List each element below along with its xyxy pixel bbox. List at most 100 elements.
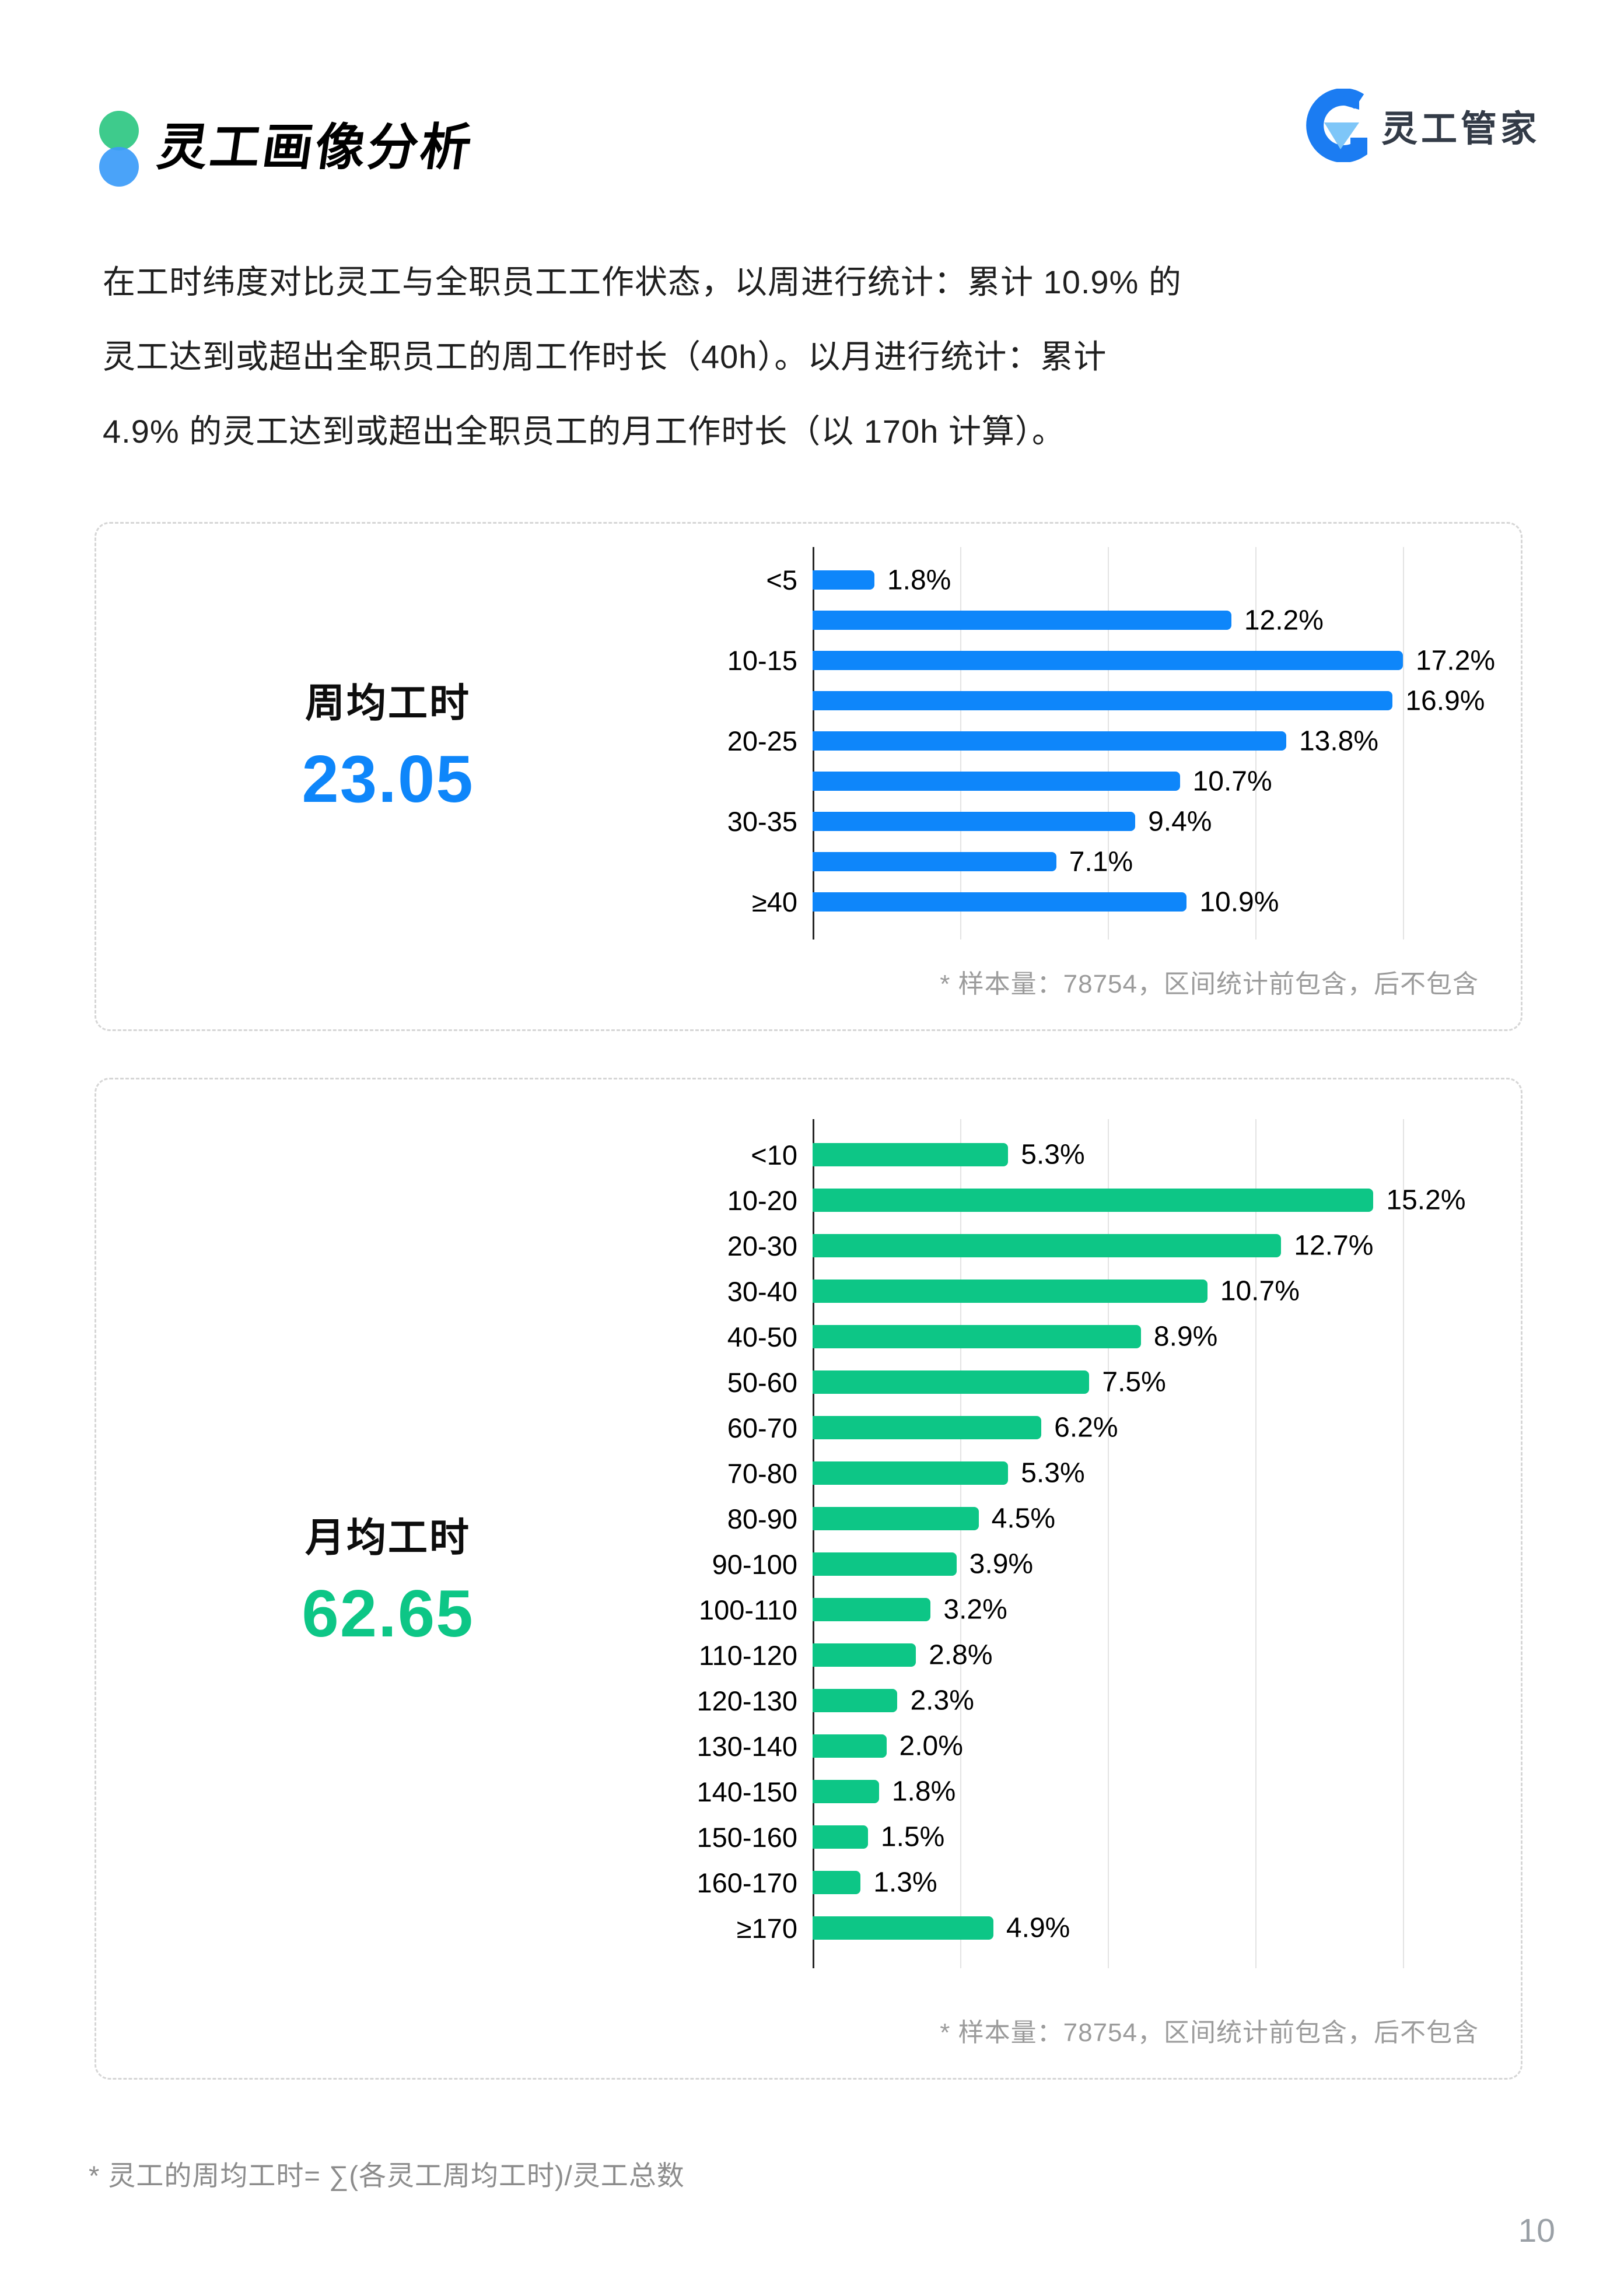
value-label: 17.2%	[1416, 645, 1496, 676]
category-label: 80-90	[727, 1503, 797, 1534]
bar	[813, 812, 1136, 831]
bar	[813, 1916, 993, 1940]
monthly-stat-title: 月均工时	[304, 1516, 471, 1560]
bar-track: 1.5%	[813, 1822, 1403, 1853]
category-label: 140-150	[696, 1776, 798, 1807]
x-gridline	[1255, 1119, 1256, 1968]
bar	[813, 1280, 1208, 1303]
bar-row: 90-100 3.9%	[678, 1541, 1403, 1587]
bar-track: 1.8%	[813, 565, 1403, 595]
bar	[813, 1461, 1009, 1485]
category-label: 10-20	[727, 1184, 797, 1216]
value-label: 1.3%	[873, 1867, 937, 1898]
page-title: 灵工画像分析	[154, 120, 477, 176]
bar-track: 4.9%	[813, 1913, 1403, 1944]
value-label: 8.9%	[1153, 1321, 1218, 1352]
bar-row: 50-60 7.5%	[678, 1359, 1403, 1405]
bar-row: 150-160 1.5%	[678, 1814, 1403, 1860]
bar-row: 40-50 8.9%	[678, 1314, 1403, 1359]
x-gridline	[1403, 547, 1404, 940]
bar-row: <5 1.8%	[678, 560, 1403, 600]
bar	[813, 1189, 1374, 1212]
chart-rows: <5 1.8% 12.2% 10-15 17.2% 16.9% 20-25 13.8% 10.7…	[678, 560, 1495, 922]
value-label: 16.9%	[1405, 685, 1485, 716]
bar-track: 3.9%	[813, 1549, 1403, 1580]
bar	[813, 772, 1180, 791]
bar	[813, 570, 874, 590]
bar	[813, 1234, 1282, 1257]
bar-row: <10 5.3%	[678, 1132, 1403, 1177]
bar-track: 5.3%	[813, 1458, 1403, 1489]
bar	[813, 1507, 979, 1530]
weekly-stat-block: 周均工时 23.05	[96, 671, 680, 818]
bar	[813, 1643, 916, 1667]
bar	[813, 852, 1056, 871]
value-label: 2.8%	[929, 1639, 993, 1671]
bar-row: 12.2%	[678, 600, 1403, 640]
bar-track: 7.1%	[813, 846, 1403, 877]
category-label: 160-170	[696, 1867, 798, 1898]
category-label: 110-120	[699, 1639, 797, 1671]
value-label: 13.8%	[1298, 725, 1379, 756]
bar-track: 2.3%	[813, 1685, 1403, 1716]
bar	[813, 892, 1187, 912]
x-gridline	[960, 1119, 961, 1968]
bar	[813, 1871, 861, 1894]
value-label: 7.1%	[1069, 846, 1133, 877]
bar-track: 15.2%	[813, 1185, 1466, 1216]
brand-logo-icon	[1306, 89, 1367, 162]
value-label: 9.4%	[1148, 806, 1212, 837]
bar-row: ≥40 10.9%	[678, 882, 1403, 922]
category-label: 130-140	[696, 1730, 798, 1762]
bar-track: 16.9%	[813, 685, 1485, 716]
logo-circle-blue-icon	[99, 147, 139, 187]
report-logo-mark	[98, 111, 140, 188]
bar-row: 130-140 2.0%	[678, 1723, 1403, 1769]
value-label: 6.2%	[1054, 1412, 1118, 1443]
bar	[813, 1734, 887, 1758]
bar-track: 12.7%	[813, 1231, 1403, 1261]
bar-row: 20-25 13.8%	[678, 721, 1403, 761]
category-label: 90-100	[712, 1548, 797, 1580]
monthly-stat-block: 月均工时 62.65	[96, 1505, 680, 1652]
bar-row: 30-40 10.7%	[678, 1268, 1403, 1314]
bar	[813, 1325, 1141, 1348]
category-label: ≥170	[736, 1912, 797, 1944]
x-gridline	[1108, 1119, 1109, 1968]
weekly-sample-note: * 样本量：78754，区间统计前包含，后不包含	[940, 970, 1479, 998]
bar-track: 10.7%	[813, 766, 1403, 797]
value-label: 12.7%	[1294, 1230, 1374, 1261]
category-label: 10-15	[727, 645, 797, 676]
bar-track: 13.8%	[813, 725, 1403, 756]
bar-track: 2.8%	[813, 1640, 1403, 1671]
value-label: 4.5%	[991, 1503, 1056, 1534]
bar-row: 120-130 2.3%	[678, 1678, 1403, 1723]
value-label: 1.5%	[880, 1821, 945, 1853]
bar-row: 10-20 15.2%	[678, 1177, 1466, 1223]
weekly-stat-title: 周均工时	[304, 681, 471, 725]
bar-row: 60-70 6.2%	[678, 1405, 1403, 1450]
bar	[813, 731, 1286, 751]
page-footnote: * 灵工的周均工时= ∑(各灵工周均工时)/灵工总数	[89, 2160, 685, 2191]
bar-track: 7.5%	[813, 1367, 1403, 1398]
weekly-hours-panel: 周均工时 23.05 <5 1.8% 12.2% 10-15 17.2% 16.9% 20-…	[94, 522, 1522, 1031]
logo-circle-green-icon	[99, 111, 139, 150]
bar-row: 100-110 3.2%	[678, 1587, 1403, 1632]
page-number: 10	[1518, 2212, 1555, 2249]
category-label: 30-40	[727, 1275, 797, 1307]
bar-track: 1.8%	[813, 1776, 1403, 1807]
value-label: 4.9%	[1006, 1912, 1070, 1944]
bar	[813, 1370, 1090, 1394]
bar	[813, 651, 1403, 670]
value-label: 10.9%	[1199, 886, 1279, 917]
category-label: 40-50	[727, 1321, 797, 1352]
bar-track: 2.0%	[813, 1731, 1403, 1762]
bar-row: 16.9%	[678, 681, 1485, 721]
value-label: 12.2%	[1244, 605, 1324, 636]
bar	[813, 1780, 879, 1803]
bar-row: 10-15 17.2%	[678, 640, 1495, 681]
bar	[813, 1825, 868, 1849]
bar-row: 7.1%	[678, 842, 1403, 882]
value-label: 1.8%	[887, 565, 951, 595]
